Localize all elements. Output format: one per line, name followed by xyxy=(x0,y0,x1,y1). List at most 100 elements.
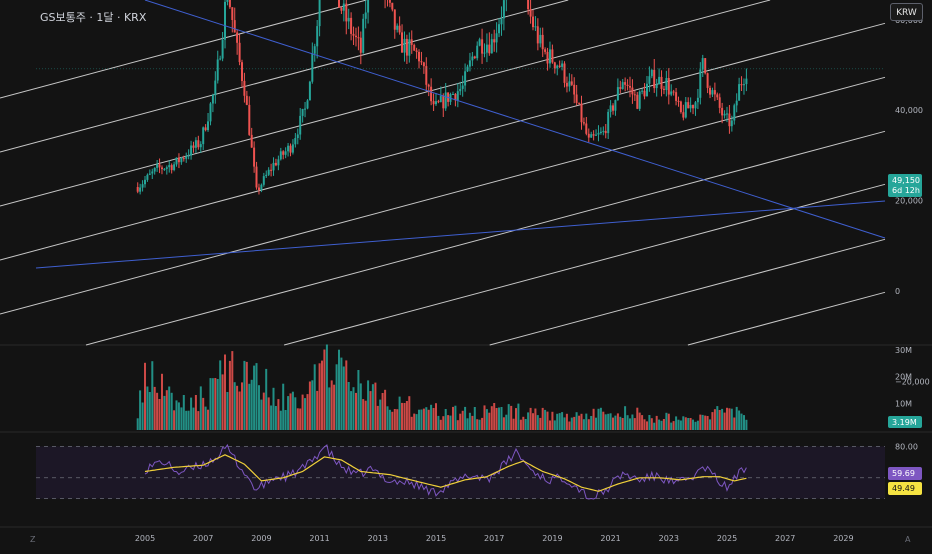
candle-body xyxy=(544,49,546,52)
candle-body xyxy=(345,4,347,22)
candle-body xyxy=(639,92,641,109)
candle-body xyxy=(598,133,600,135)
volume-bar xyxy=(345,360,347,430)
candle-body xyxy=(166,167,168,169)
volume-bar xyxy=(544,410,546,430)
volume-bar xyxy=(231,351,233,430)
volume-bar xyxy=(299,409,301,431)
volume-bar xyxy=(530,408,532,430)
candle-body xyxy=(226,0,228,2)
volume-bar xyxy=(163,396,165,430)
volume-bar xyxy=(617,413,619,430)
candle-body xyxy=(154,168,156,172)
candle-body xyxy=(619,87,621,89)
candle-body xyxy=(585,124,587,134)
volume-bar xyxy=(435,403,437,430)
volume-bar xyxy=(566,414,568,430)
candle-body xyxy=(644,91,646,97)
volume-bar xyxy=(624,406,626,430)
candle-body xyxy=(663,89,665,90)
volume-bar xyxy=(561,412,563,430)
volume-bar xyxy=(534,409,536,431)
candle-body xyxy=(471,57,473,61)
volume-bar xyxy=(404,403,406,430)
candle-body xyxy=(442,96,444,109)
volume-bar xyxy=(340,358,342,430)
volume-bar xyxy=(695,422,697,430)
candle-body xyxy=(542,35,544,49)
volume-bar xyxy=(745,420,747,430)
volume-bar xyxy=(537,415,539,430)
volume-bar xyxy=(501,407,503,430)
volume-bar xyxy=(731,409,733,430)
candle-body xyxy=(319,0,321,26)
candle-body xyxy=(457,91,459,100)
volume-bar xyxy=(423,409,425,430)
ascending-trend-line xyxy=(36,201,885,268)
volume-bar xyxy=(440,420,442,430)
candle-body xyxy=(614,100,616,111)
volume-bar xyxy=(222,374,224,430)
volume-bar xyxy=(396,409,398,430)
candle-body xyxy=(641,91,643,92)
volume-bar xyxy=(321,361,323,430)
candle-body xyxy=(503,0,505,18)
candle-body xyxy=(685,102,687,117)
candle-body xyxy=(547,52,549,64)
volume-bar xyxy=(200,386,202,430)
volume-bar xyxy=(387,406,389,430)
volume-bar xyxy=(137,418,139,430)
candle-body xyxy=(673,92,675,93)
candle-body xyxy=(549,49,551,63)
candle-body xyxy=(702,58,704,70)
candle-body xyxy=(205,127,207,130)
candle-body xyxy=(551,49,553,62)
candle-body xyxy=(248,105,250,135)
candle-body xyxy=(588,134,590,138)
candle-body xyxy=(745,79,747,85)
candle-body xyxy=(146,175,148,180)
volume-bar xyxy=(573,417,575,430)
candle-body xyxy=(311,54,313,82)
candle-body xyxy=(149,174,151,175)
candle-body xyxy=(605,131,607,133)
candle-body xyxy=(287,146,289,152)
volume-bar xyxy=(585,414,587,430)
candle-body xyxy=(530,9,532,16)
volume-bar xyxy=(728,408,730,430)
candle-body xyxy=(156,164,158,168)
volume-bar xyxy=(212,378,214,430)
volume-bar xyxy=(714,409,716,430)
candle-body xyxy=(180,158,182,162)
volume-bar xyxy=(496,408,498,430)
volume-bar xyxy=(462,411,464,430)
volume-bar xyxy=(229,361,231,430)
candle-body xyxy=(539,35,541,44)
candle-body xyxy=(297,135,299,139)
trend-line-drawings xyxy=(36,0,885,268)
volume-bar xyxy=(452,407,454,430)
candle-body xyxy=(173,164,175,170)
volume-bar xyxy=(564,417,566,430)
candle-body xyxy=(486,45,488,53)
currency-button[interactable]: KRW xyxy=(890,3,923,21)
candle-body xyxy=(445,93,447,109)
candle-body xyxy=(476,46,478,59)
candle-body xyxy=(554,62,556,68)
volume-bar xyxy=(719,410,721,430)
volume-bar xyxy=(644,419,646,430)
candle-body xyxy=(243,81,245,96)
volume-bar xyxy=(612,418,614,430)
candle-body xyxy=(709,88,711,95)
candle-body xyxy=(171,165,173,170)
candle-body xyxy=(241,62,243,81)
volume-bar xyxy=(539,418,541,430)
rsi-band-background xyxy=(36,446,885,498)
candle-body xyxy=(610,105,612,112)
candle-body xyxy=(692,105,694,108)
candle-body xyxy=(695,102,697,108)
time-axis-tick-label: 2013 xyxy=(368,534,388,543)
candle-body xyxy=(602,131,604,132)
volume-bar xyxy=(503,417,505,430)
